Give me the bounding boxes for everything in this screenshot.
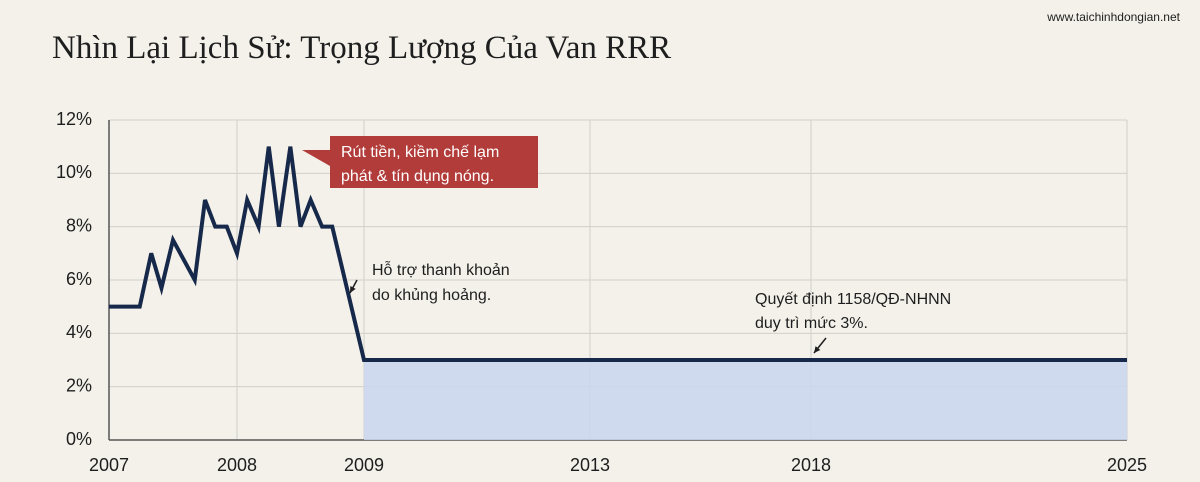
y-tick-label: 2% [66, 375, 92, 395]
annotation-arrowhead [814, 346, 821, 353]
area [364, 360, 1127, 440]
x-tick-label: 2013 [570, 455, 610, 475]
annotation: Hỗ trợ thanh khoản [372, 260, 510, 279]
x-tick-label: 2008 [217, 455, 257, 475]
x-tick-label: 2009 [344, 455, 384, 475]
y-tick-label: 6% [66, 269, 92, 289]
x-tick-label: 2025 [1107, 455, 1147, 475]
annotation: phát & tín dụng nóng. [341, 168, 494, 185]
x-tick-label: 2007 [89, 455, 129, 475]
y-tick-label: 12% [56, 109, 92, 129]
y-tick-label: 10% [56, 162, 92, 182]
annotation: Quyết định 1158/QĐ-NHNN [755, 291, 951, 308]
annotation-arrowhead [350, 286, 356, 293]
annotation: Rút tiền, kiềm chế lạm [341, 144, 499, 161]
source: www.taichinhdongian.net [1046, 10, 1180, 24]
chart-title: Nhìn Lại Lịch Sử: Trọng Lượng Của Van RR… [52, 30, 671, 66]
y-tick-label: 4% [66, 322, 92, 342]
line [109, 146, 1127, 362]
annotation: duy trì mức 3%. [755, 315, 868, 332]
y-tick-label: 8% [66, 215, 92, 235]
annotation: do khủng hoảng. [372, 287, 491, 304]
y-tick-label: 0% [66, 429, 92, 449]
callout-box [302, 136, 538, 188]
x-tick-label: 2018 [791, 455, 831, 475]
